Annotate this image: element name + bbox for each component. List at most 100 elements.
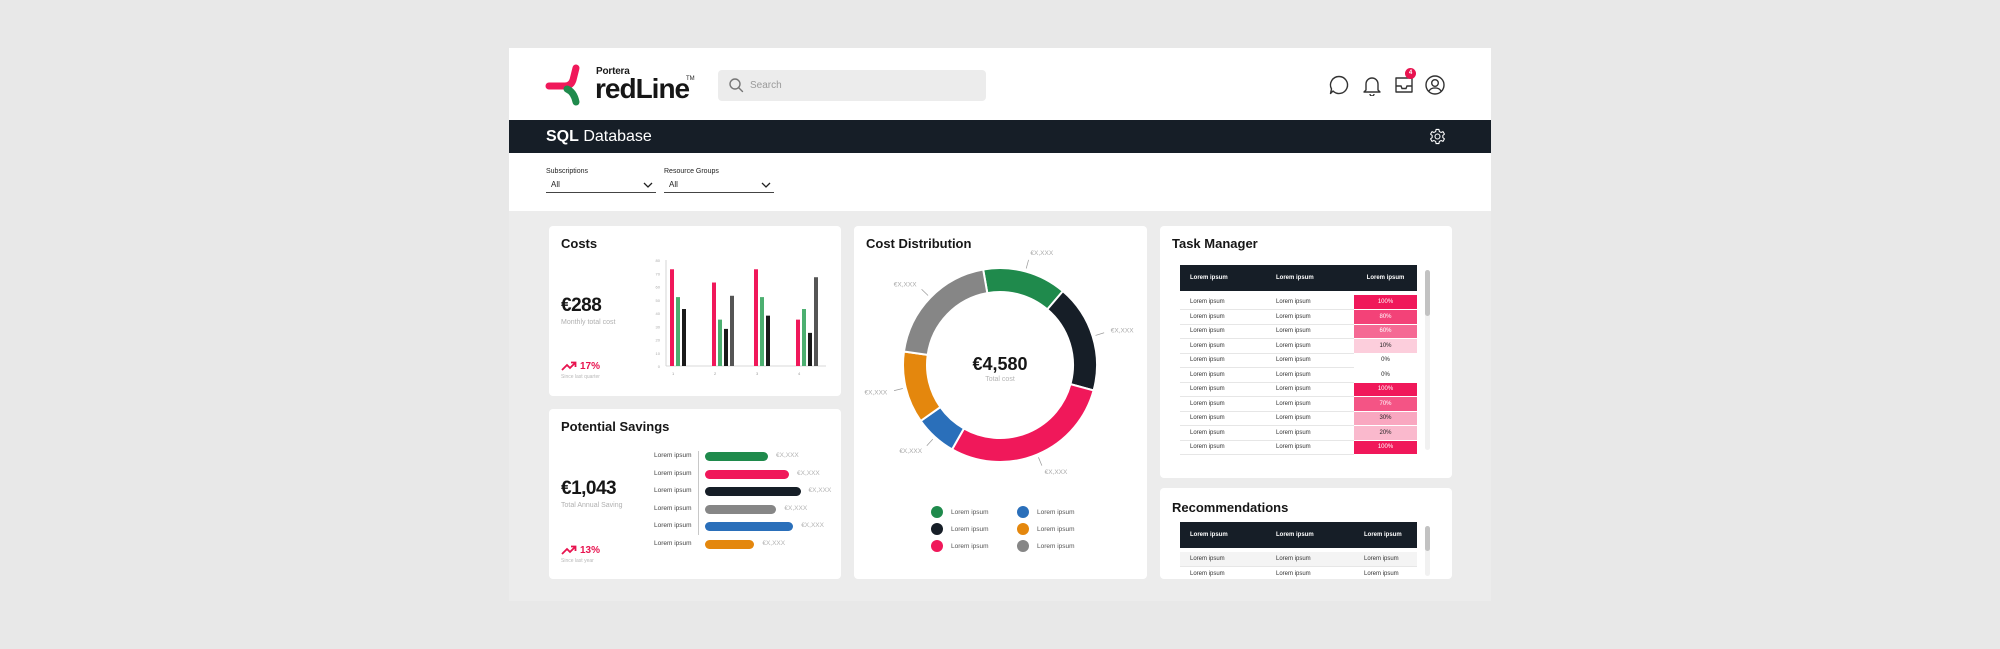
table-row[interactable]: Lorem ipsum Lorem ipsum 10% [1180,338,1417,354]
y-tick-label: 10 [656,351,661,356]
table-row[interactable]: Lorem ipsum Lorem ipsum 100% [1180,382,1417,397]
task-cell: Lorem ipsum [1180,324,1266,339]
donut-slice[interactable] [902,268,989,356]
legend-label: Lorem ipsum [951,543,989,550]
table-row[interactable]: Lorem ipsum Lorem ipsum 30% [1180,411,1417,426]
cost-bar[interactable] [682,309,686,366]
legend-label: Lorem ipsum [951,509,989,516]
savings-value: €1,043 [561,478,617,499]
rec-col-header[interactable]: Lorem ipsum [1180,522,1266,548]
portera-redline-logo[interactable]: Portera redLine TM [545,62,695,108]
table-row[interactable]: Lorem ipsum Lorem ipsum 20% [1180,425,1417,441]
cost-distribution-card: Cost Distribution €X,XXX €X,XXX €X,XXX €X,X… [854,226,1147,579]
rec-col-header[interactable]: Lorem ipsum [1354,522,1417,548]
table-row[interactable]: Lorem ipsum Lorem ipsum 100% [1180,440,1417,455]
donut-slice[interactable] [981,267,1065,311]
y-tick-label: 60 [656,285,661,290]
search-input[interactable] [750,75,970,96]
table-row[interactable]: Lorem ipsum Lorem ipsum 0% [1180,367,1417,383]
x-tick-label: 2 [714,371,717,376]
recommendations-table: Lorem ipsum Lorem ipsum Lorem ipsum Lore… [1180,522,1417,579]
resource-groups-select[interactable]: All [664,179,774,193]
task-progress-cell: 0% [1354,367,1417,383]
recommendations-scrollbar-thumb[interactable] [1425,526,1430,551]
gear-icon[interactable] [1429,128,1446,145]
savings-bar [705,487,801,496]
inbox-button[interactable]: 4 [1393,68,1416,96]
donut-slice[interactable] [1045,289,1098,392]
costs-title: Costs [561,236,598,251]
cost-bar[interactable] [724,328,728,366]
savings-row-value: €X,XXX [797,469,820,477]
task-cell: Lorem ipsum [1266,338,1354,354]
table-row[interactable]: Lorem ipsum Lorem ipsum 80% [1180,309,1417,325]
donut-slice[interactable] [950,382,1095,463]
slice-leader-line [1025,259,1029,269]
slice-label: €X,XXX [894,281,917,288]
recommendation-cell: Lorem ipsum [1354,566,1417,579]
cost-bar[interactable] [730,295,734,366]
cost-bar[interactable] [676,297,680,366]
x-tick-label: 4 [798,371,801,376]
table-row[interactable]: Lorem ipsum Lorem ipsum 0% [1180,353,1417,368]
savings-row[interactable]: Lorem ipsum €X,XXX [654,503,834,515]
cost-bar[interactable] [754,269,758,366]
savings-row[interactable]: Lorem ipsum €X,XXX [654,450,834,462]
costs-value: €288 [561,295,602,316]
table-row[interactable]: Lorem ipsum Lorem ipsum Lorem ipsum [1180,566,1417,579]
slice-label: €X,XXX [1111,328,1134,335]
cost-distribution-donut: €X,XXX €X,XXX €X,XXX €X,XXX €X,XXX €X,XXX €4,5… [864,250,1134,476]
cost-bar[interactable] [802,309,806,366]
donut-center-value: €4,580 [972,354,1027,374]
legend-item[interactable]: Lorem ipsum [931,506,1011,520]
task-progress-cell: 0% [1354,353,1417,368]
legend-item[interactable]: Lorem ipsum [931,523,1011,537]
donut-slice[interactable] [902,350,942,423]
table-row[interactable]: Lorem ipsum Lorem ipsum Lorem ipsum [1180,552,1417,567]
task-cell: Lorem ipsum [1180,309,1266,325]
savings-row-value: €X,XXX [762,539,786,547]
savings-row[interactable]: Lorem ipsum €X,XXX [654,520,834,532]
table-row[interactable]: Lorem ipsum Lorem ipsum 60% [1180,324,1417,339]
cost-bar[interactable] [808,332,812,366]
slice-leader-line [926,438,934,446]
task-cell: Lorem ipsum [1180,295,1266,310]
task-col-header[interactable]: Lorem ipsum [1266,265,1354,291]
user-icon[interactable] [1424,74,1446,96]
cost-bar[interactable] [670,269,674,366]
savings-axis-line [698,451,699,535]
cost-bar[interactable] [796,319,800,366]
slice-leader-line [1095,332,1105,336]
recommendation-cell: Lorem ipsum [1180,566,1266,579]
chat-icon[interactable] [1328,74,1350,96]
task-manager-card: Task Manager Lorem ipsum Lorem ipsum Lor… [1160,226,1452,478]
task-scrollbar-thumb[interactable] [1425,270,1430,316]
savings-row[interactable]: Lorem ipsum €X,XXX [654,538,834,550]
legend-item[interactable]: Lorem ipsum [1017,540,1097,554]
savings-bar [705,539,755,549]
task-progress-cell: 20% [1354,425,1417,441]
subscriptions-select[interactable]: All [546,179,656,193]
task-scrollbar[interactable] [1425,270,1430,450]
legend-item[interactable]: Lorem ipsum [1017,506,1097,520]
cost-bar[interactable] [760,297,764,366]
task-col-header[interactable]: Lorem ipsum [1180,265,1266,291]
cost-bar[interactable] [814,277,818,366]
cost-bar[interactable] [718,319,722,366]
recommendations-scrollbar[interactable] [1425,526,1430,576]
task-cell: Lorem ipsum [1180,353,1266,368]
savings-row[interactable]: Lorem ipsum €X,XXX [654,468,834,480]
rec-col-header[interactable]: Lorem ipsum [1266,522,1354,548]
task-col-header[interactable]: Lorem ipsum [1354,265,1417,291]
bell-icon[interactable] [1361,74,1383,96]
cost-bar[interactable] [712,282,716,366]
savings-row[interactable]: Lorem ipsum €X,XXX [654,485,834,497]
table-row[interactable]: Lorem ipsum Lorem ipsum 100% [1180,295,1417,310]
legend-item[interactable]: Lorem ipsum [931,540,1011,554]
table-row[interactable]: Lorem ipsum Lorem ipsum 70% [1180,396,1417,412]
logo-mark-icon [545,64,580,106]
task-progress-cell: 100% [1354,440,1417,455]
search-box[interactable] [718,70,986,101]
legend-item[interactable]: Lorem ipsum [1017,523,1097,537]
cost-bar[interactable] [766,315,770,366]
